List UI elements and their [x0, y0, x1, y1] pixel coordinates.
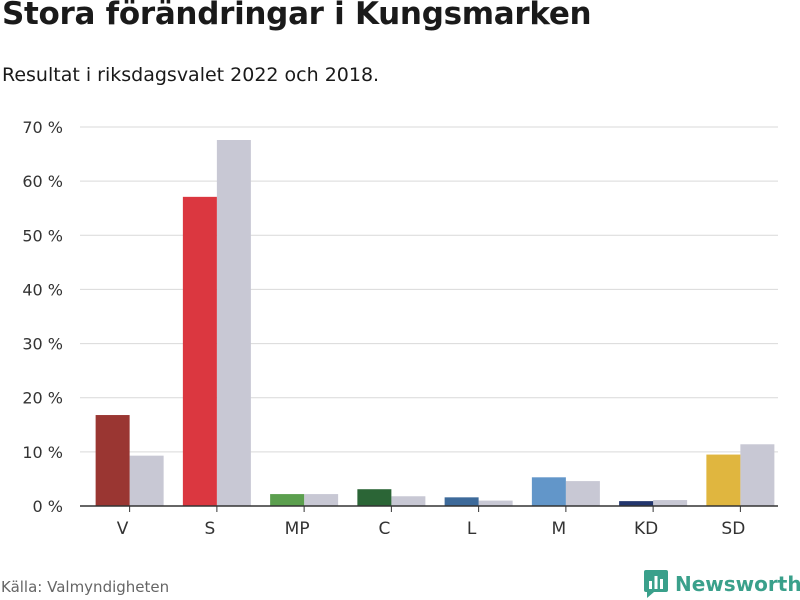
bar-L-2022: [444, 497, 479, 506]
bar-V-2018: [129, 455, 164, 506]
axes: 0 % 10 % 20 % 30 % 40 % 50 % 60 % 70 % V S MP C L M KD…: [22, 118, 778, 539]
bar-MP-2022: [270, 494, 305, 506]
x-tick-label-L: L: [467, 519, 477, 539]
bar-KD-2018: [653, 500, 688, 506]
bar-MP-2018: [304, 494, 339, 506]
y-tick-label: 20 %: [22, 389, 63, 408]
y-tick-label: 0 %: [33, 497, 63, 516]
bars: [95, 139, 775, 506]
y-tick-label: 50 %: [22, 226, 63, 245]
bar-M-2018: [565, 481, 600, 506]
x-tick-label-MP: MP: [285, 519, 310, 539]
bar-SD-2018: [740, 444, 775, 506]
bar-M-2022: [531, 477, 566, 506]
bar-C-2018: [391, 496, 426, 506]
y-tick-label: 40 %: [22, 280, 63, 299]
y-tick-label: 10 %: [22, 443, 63, 462]
x-tick-label-M: M: [552, 519, 567, 539]
bar-V-2022: [95, 415, 130, 506]
bar-SD-2022: [706, 454, 741, 506]
brand-name: Newsworthy: [675, 572, 800, 596]
bar-S-2018: [216, 139, 251, 506]
source-note: Källa: Valmyndigheten: [1, 578, 170, 596]
y-tick-label: 30 %: [22, 335, 63, 354]
chart-title: Stora förändringar i Kungsmarken: [2, 0, 592, 32]
bar-chart-logo-icon: [644, 570, 668, 598]
chart-subtitle: Resultat i riksdagsvalet 2022 och 2018.: [2, 64, 380, 86]
x-tick-label-S: S: [204, 519, 215, 539]
x-tick-label-SD: SD: [721, 519, 745, 539]
bar-KD-2022: [619, 501, 654, 506]
y-tick-label: 70 %: [22, 118, 63, 137]
x-tick-label-KD: KD: [634, 519, 658, 539]
y-tick-label: 60 %: [22, 172, 63, 191]
bar-S-2022: [182, 196, 217, 506]
bar-L-2018: [478, 500, 513, 506]
brand-logo[interactable]: Newsworthy: [643, 569, 800, 599]
bar-chart: 0 % 10 % 20 % 30 % 40 % 50 % 60 % 70 % V S MP C L M KD…: [22, 118, 778, 539]
x-tick-label-C: C: [378, 519, 390, 539]
x-tick-label-V: V: [117, 519, 129, 539]
bar-C-2022: [357, 489, 392, 506]
